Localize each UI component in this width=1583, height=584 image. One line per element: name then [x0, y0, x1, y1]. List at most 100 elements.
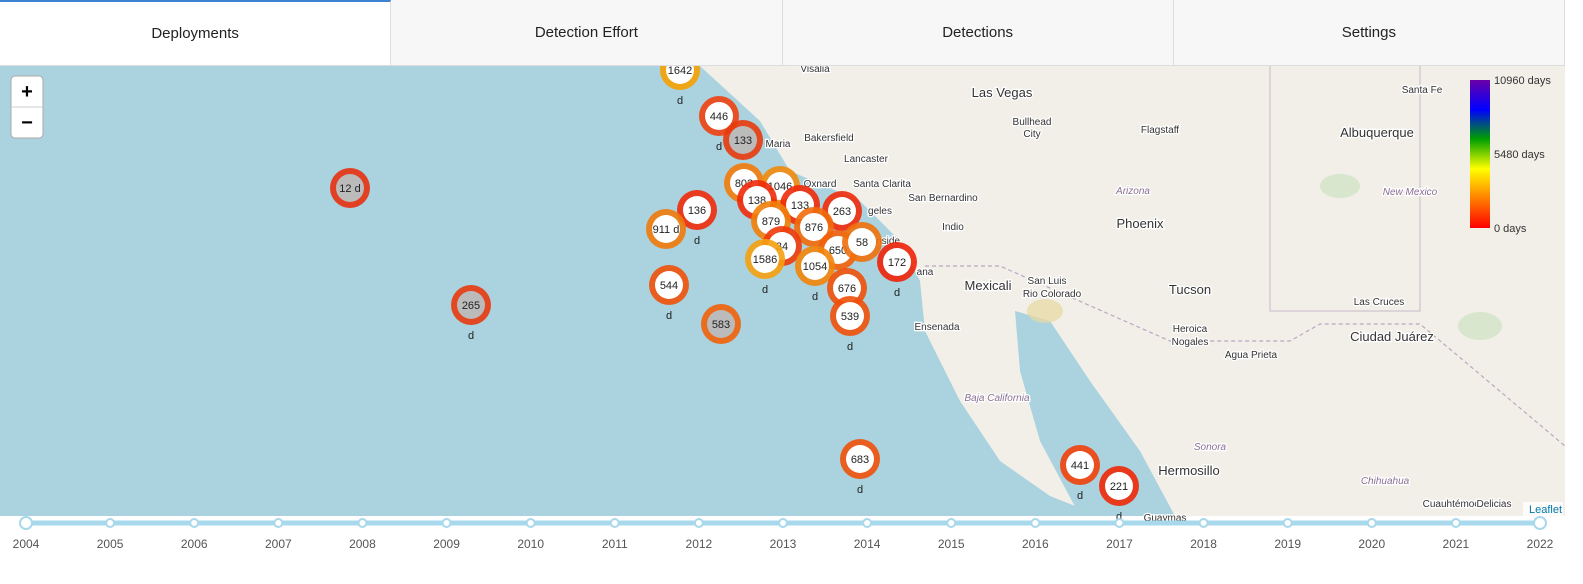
marker-core[interactable]	[336, 174, 364, 202]
deployment-marker[interactable]: 12 d	[330, 168, 370, 208]
marker-unit[interactable]: d	[762, 284, 768, 296]
deployment-marker[interactable]: 441 d	[1060, 445, 1100, 502]
deployment-marker[interactable]: 133	[723, 120, 763, 160]
marker-core[interactable]	[828, 197, 856, 225]
timeline-tick[interactable]	[862, 518, 873, 528]
timeline-tick[interactable]	[1198, 518, 1209, 528]
marker-label[interactable]: 544	[660, 280, 678, 292]
marker-unit[interactable]: d	[1116, 511, 1122, 523]
marker-unit[interactable]: d	[812, 291, 818, 303]
marker-core[interactable]	[457, 291, 485, 319]
marker-core[interactable]	[655, 271, 683, 299]
timeline-tick[interactable]	[693, 518, 704, 528]
deployment-marker[interactable]: 265 d	[451, 285, 491, 342]
marker-label[interactable]: 133	[734, 135, 752, 147]
marker-label[interactable]: 911 d	[653, 224, 680, 236]
timeline-tick[interactable]	[19, 516, 33, 530]
timeline-tick[interactable]	[105, 518, 116, 528]
marker-core[interactable]	[1066, 451, 1094, 479]
timeline-tick[interactable]	[609, 518, 620, 528]
marker-core[interactable]	[800, 213, 828, 241]
marker-unit[interactable]: d	[894, 287, 900, 299]
marker-label[interactable]: 583	[712, 319, 730, 331]
marker-label[interactable]: 1054	[803, 261, 827, 273]
timeline-tick[interactable]	[1030, 518, 1041, 528]
marker-core[interactable]	[707, 310, 735, 338]
marker-label[interactable]: 676	[838, 283, 856, 295]
deployment-marker[interactable]: 1054 d	[795, 246, 835, 303]
marker-label[interactable]: 876	[805, 222, 823, 234]
marker-core[interactable]	[1105, 472, 1133, 500]
timeline-tick[interactable]	[1114, 518, 1125, 528]
marker-core[interactable]	[846, 445, 874, 473]
marker-core[interactable]	[883, 248, 911, 276]
deployment-marker[interactable]: 221 d	[1099, 466, 1139, 523]
zoom-control: + −	[10, 75, 44, 139]
marker-label[interactable]: 133	[791, 200, 809, 212]
place-label: Las Vegas	[972, 85, 1033, 100]
timeline-tick[interactable]	[946, 518, 957, 528]
marker-label[interactable]: 1642	[668, 65, 692, 77]
tab[interactable]: Detections	[782, 0, 1174, 65]
marker-core[interactable]	[729, 126, 757, 154]
marker-unit[interactable]: d	[677, 95, 683, 107]
marker-core[interactable]	[801, 252, 829, 280]
marker-label[interactable]: 879	[762, 216, 780, 228]
marker-label[interactable]: 172	[888, 257, 906, 269]
tab[interactable]: Settings	[1173, 0, 1565, 65]
marker-label[interactable]: 446	[710, 111, 728, 123]
marker-label[interactable]: 263	[833, 206, 851, 218]
deployment-marker[interactable]: 683 d	[840, 439, 880, 496]
timeline-tick[interactable]	[273, 518, 284, 528]
marker-core[interactable]	[848, 228, 876, 256]
deployment-marker[interactable]: 544 d	[649, 265, 689, 322]
timeline-tick[interactable]	[1533, 516, 1547, 530]
marker-unit[interactable]: d	[468, 330, 474, 342]
marker-unit[interactable]: d	[666, 310, 672, 322]
tab[interactable]: Detection Effort	[391, 0, 783, 65]
zoom-out[interactable]: −	[21, 112, 33, 134]
deployment-marker[interactable]: 58	[842, 222, 882, 262]
deployment-marker[interactable]: 583	[701, 304, 741, 344]
deployment-marker[interactable]: 539 d	[830, 296, 870, 353]
marker-label[interactable]: 136	[688, 205, 706, 217]
timeline-tick[interactable]	[1366, 518, 1377, 528]
marker-label[interactable]: 1586	[753, 254, 777, 266]
deployment-marker[interactable]: 172 d	[877, 242, 917, 299]
timeline-tick[interactable]	[778, 518, 788, 528]
deployment-marker[interactable]: 1586 d	[745, 239, 785, 296]
marker-label[interactable]: 58	[856, 237, 868, 249]
place-label: Santa Fe	[1402, 85, 1443, 96]
marker-label[interactable]: 265	[462, 300, 480, 312]
attribution[interactable]: Leaflet	[1529, 504, 1562, 516]
marker-core[interactable]	[833, 274, 861, 302]
timeline-tick[interactable]	[189, 518, 200, 528]
timeline-tick[interactable]	[441, 518, 452, 528]
timeline-tick[interactable]	[357, 518, 368, 528]
marker-unit[interactable]: d	[847, 341, 853, 353]
marker-core[interactable]	[683, 196, 711, 224]
marker-label[interactable]: 441	[1071, 460, 1089, 472]
marker-core[interactable]	[652, 215, 680, 243]
timeline-year: 2015	[938, 537, 965, 551]
timeline-tick[interactable]	[1450, 518, 1461, 528]
marker-unit[interactable]: d	[1077, 490, 1083, 502]
marker-unit[interactable]: d	[716, 141, 722, 153]
marker-label[interactable]: 12 d	[339, 183, 360, 195]
deployment-marker[interactable]: 446 d	[699, 96, 739, 153]
timeline-tick[interactable]	[525, 518, 536, 528]
zoom-in[interactable]: +	[21, 81, 33, 103]
marker-label[interactable]: 683	[851, 454, 869, 466]
marker-core[interactable]	[705, 102, 733, 130]
deployment-marker[interactable]: 911 d	[646, 209, 686, 249]
marker-unit[interactable]: d	[857, 484, 863, 496]
marker-label[interactable]: 650	[829, 245, 847, 257]
marker-label[interactable]: 539	[841, 311, 859, 323]
marker-core[interactable]	[751, 245, 779, 273]
marker-label[interactable]: 221	[1110, 481, 1128, 493]
marker-unit[interactable]: d	[694, 235, 700, 247]
timeline-tick[interactable]	[1282, 518, 1293, 528]
marker-core[interactable]	[836, 302, 864, 330]
tab[interactable]: Deployments	[0, 0, 392, 65]
deployment-marker[interactable]: 136 d	[677, 190, 717, 247]
